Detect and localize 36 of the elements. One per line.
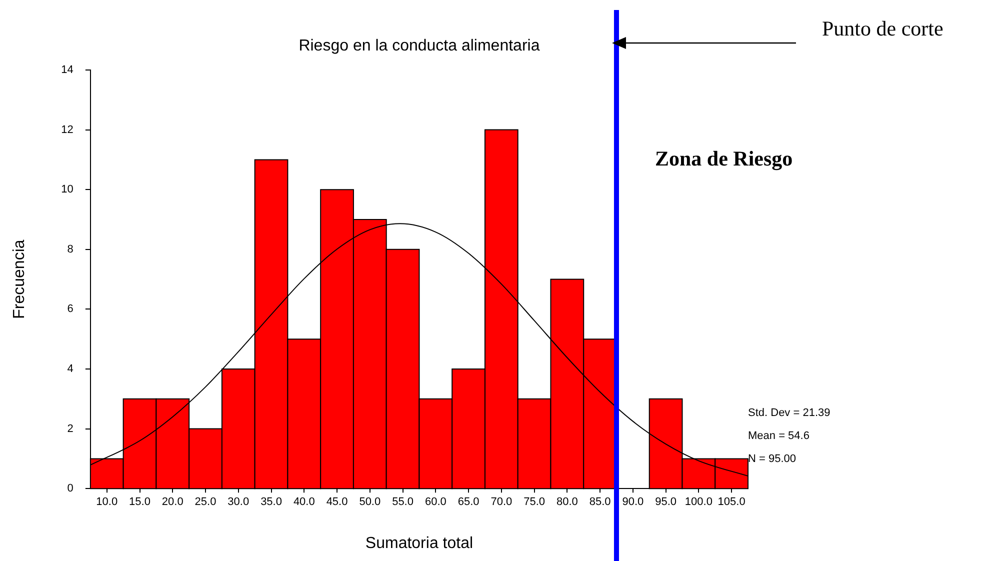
x-tick-label: 15.0 <box>129 496 150 508</box>
chart-title: Riesgo en la conducta alimentaria <box>298 37 540 54</box>
text: N = 95.00 <box>748 453 796 466</box>
x-tick-label: 85.0 <box>589 496 611 508</box>
ref-line-label: Punto de corte <box>822 16 944 41</box>
x-tick-label: 50.0 <box>359 496 381 508</box>
y-tick-label: 8 <box>67 243 74 256</box>
y-tick-label: 4 <box>67 363 74 376</box>
y-tick-label: 2 <box>67 422 74 435</box>
x-tick-label: 10.0 <box>96 496 118 508</box>
x-tick-label: 60.0 <box>424 496 446 508</box>
x-tick-label: 55.0 <box>392 496 414 508</box>
x-tick-label: 105.0 <box>718 496 746 508</box>
y-tick-label: 0 <box>67 482 74 495</box>
x-tick-label: 95.0 <box>655 496 677 508</box>
x-tick-label: 20.0 <box>162 496 184 508</box>
x-tick-label: 45.0 <box>326 496 348 508</box>
x-tick-label: 70.0 <box>490 496 512 508</box>
y-axis-title: Frecuencia <box>11 240 28 319</box>
x-tick-label: 40.0 <box>293 496 315 508</box>
annotation: Zona de Riesgo <box>655 146 793 170</box>
x-tick-label: 65.0 <box>458 496 480 508</box>
x-tick-label: 25.0 <box>194 496 216 508</box>
x-tick-label: 80.0 <box>556 496 578 508</box>
x-tick-label: 100.0 <box>684 496 712 508</box>
x-tick-label: 90.0 <box>622 496 644 508</box>
y-tick-label: 14 <box>61 64 74 76</box>
x-tick-label: 75.0 <box>524 496 545 508</box>
x-tick-label: 30.0 <box>228 496 250 508</box>
x-axis-title: Sumatoria total <box>365 534 474 552</box>
text: Mean = 54.6 <box>748 430 810 442</box>
y-tick-label: 6 <box>67 303 74 316</box>
x-tick-label: 35.0 <box>260 496 282 508</box>
text: Std. Dev = 21.39 <box>748 407 830 420</box>
y-tick-label: 12 <box>61 124 74 136</box>
y-tick-label: 10 <box>61 184 74 196</box>
